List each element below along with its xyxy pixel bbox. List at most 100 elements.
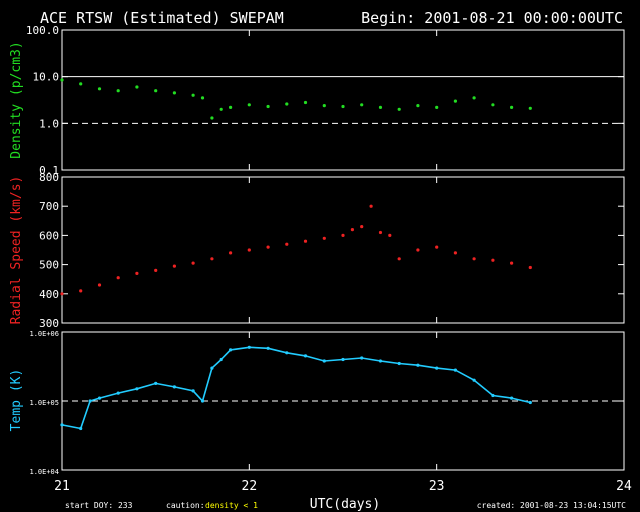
temp-data-point [397,361,401,366]
speed-data-point [416,248,420,252]
temp-data-point [378,359,383,363]
x-axis: 21 22 23 24 [54,30,632,494]
temp-layer: 1.0E+06 1.0E+05 1.0E+04 [29,330,624,476]
density-data-point [210,116,214,120]
speed-ylabel: Radial Speed (km/s) [9,176,24,325]
speed-data-point [247,248,251,252]
density-data-point [491,103,495,107]
speed-data-point [135,271,139,275]
temp-data-point [219,357,223,362]
temp-data-point [247,345,251,349]
density-data-point [510,105,514,109]
svg-text:Temp (K): Temp (K) [9,369,24,432]
temp-ytick-label: 1.0E+05 [29,399,59,407]
temp-ylabel: Temp (K) [9,369,24,432]
temp-ytick-label: 1.0E+04 [29,468,59,476]
speed-data-point [285,242,289,246]
speed-ytick-label: 300 [39,317,59,330]
temp-data-point [341,357,345,362]
density-data-point [378,105,383,109]
speed-data-point [369,204,373,208]
temp-data-point [266,346,270,350]
temp-data-point [453,368,457,372]
temp-data-point [416,363,420,367]
speed-data-point [172,264,176,268]
created-timestamp: created: 2001-08-23 13:04:15UTC [477,501,626,510]
speed-data-point [453,251,457,255]
svg-text:Radial Speed (km/s): Radial Speed (km/s) [9,176,24,325]
density-data-point [435,105,439,109]
chart-title: ACE RTSW (Estimated) SWEPAM [40,9,284,27]
caution-label: caution: [166,501,205,510]
density-data-point [285,102,289,106]
x-tick-label: 23 [429,479,445,494]
temp-data-point [154,381,158,385]
density-ytick-label: 1.0 [39,117,59,130]
density-ytick-label: 0.1 [39,164,59,177]
temp-data-point [172,385,176,389]
speed-panel [61,176,625,324]
speed-ytick-label: 600 [39,229,59,242]
density-data-point [154,89,158,93]
density-data-point [472,96,476,100]
temp-data-point [510,396,514,400]
speed-layer: 800 700 600 500 400 300 [39,171,624,330]
temp-data-point [116,391,120,395]
density-data-point [135,85,139,89]
speed-ytick-label: 400 [39,288,59,301]
speed-data-point [388,233,392,237]
speed-data-point [360,225,364,229]
speed-data-point [491,258,495,262]
speed-data-point [397,257,401,261]
temp-data-point [528,400,532,405]
begin-timestamp: Begin: 2001-08-21 00:00:00UTC [361,9,623,27]
density-ytick-label: 10.0 [33,71,60,84]
speed-data-point [303,239,308,243]
svg-text:Density (p/cm3): Density (p/cm3) [9,41,24,158]
temp-data-point [322,359,326,363]
temp-data-point [135,387,139,391]
speed-data-point [350,228,354,232]
speed-data-point [79,289,83,293]
density-data-point [219,107,223,111]
density-data-point [322,104,326,108]
temp-data-point [191,389,195,393]
start-doy: start DOY: 233 [65,501,133,510]
density-data-point [172,91,176,95]
speed-data-point [435,245,439,249]
speed-data-point [266,245,270,249]
density-data-point [191,93,195,97]
density-data-point [97,87,102,91]
temp-data-point [97,396,102,400]
temp-data-point [79,426,83,431]
temp-data-point [60,423,64,427]
speed-ytick-label: 700 [39,200,59,213]
speed-data-point [116,276,120,280]
x-tick-label: 24 [616,479,632,494]
speed-data-point [191,261,195,265]
caution-value: density < 1 [205,501,258,510]
density-data-point [397,107,401,111]
temp-data-point [491,393,495,398]
temp-data-point [210,366,214,370]
speed-data-point [378,230,383,235]
speed-data-point [60,292,64,296]
density-data-point [416,104,420,108]
density-data-point [116,89,120,93]
density-data-point [200,96,205,100]
temp-data-point [360,356,364,360]
density-data-point [247,103,251,107]
speed-data-point [341,233,345,237]
speed-data-point [322,236,326,240]
speed-ytick-label: 800 [39,171,59,184]
speed-data-point [97,283,102,287]
density-data-point [453,99,457,103]
density-layer: 100.0 10.0 1.0 0.1 [26,24,624,177]
speed-data-point [154,268,158,272]
temp-data-point [285,351,289,355]
density-ytick-label: 100.0 [26,24,59,37]
temp-data-point [435,366,439,370]
density-data-point [360,103,364,107]
x-tick-label: 21 [54,479,70,494]
